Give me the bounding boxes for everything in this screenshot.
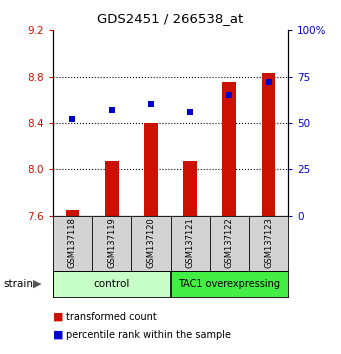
Point xyxy=(226,92,232,98)
Point xyxy=(70,116,75,122)
Text: GDS2451 / 266538_at: GDS2451 / 266538_at xyxy=(98,12,243,25)
Point xyxy=(109,107,114,113)
Text: ▶: ▶ xyxy=(33,279,42,289)
Bar xyxy=(53,271,170,297)
Bar xyxy=(222,82,236,216)
Bar xyxy=(183,161,197,216)
Text: GSM137122: GSM137122 xyxy=(225,218,234,268)
Bar xyxy=(144,123,158,216)
Text: ■: ■ xyxy=(53,330,63,339)
Text: GSM137121: GSM137121 xyxy=(186,218,195,268)
Bar xyxy=(262,73,276,216)
Point xyxy=(266,79,271,85)
Text: ■: ■ xyxy=(53,312,63,322)
Text: control: control xyxy=(93,279,130,289)
Text: GSM137123: GSM137123 xyxy=(264,218,273,268)
Text: GSM137120: GSM137120 xyxy=(146,218,155,268)
Text: GSM137118: GSM137118 xyxy=(68,218,77,268)
Point xyxy=(148,102,153,107)
Bar xyxy=(170,271,288,297)
Text: strain: strain xyxy=(3,279,33,289)
Text: transformed count: transformed count xyxy=(66,312,157,322)
Text: percentile rank within the sample: percentile rank within the sample xyxy=(66,330,232,339)
Text: GSM137119: GSM137119 xyxy=(107,218,116,268)
Point xyxy=(187,109,193,115)
Bar xyxy=(65,210,79,216)
Bar xyxy=(105,161,119,216)
Text: TAC1 overexpressing: TAC1 overexpressing xyxy=(178,279,280,289)
